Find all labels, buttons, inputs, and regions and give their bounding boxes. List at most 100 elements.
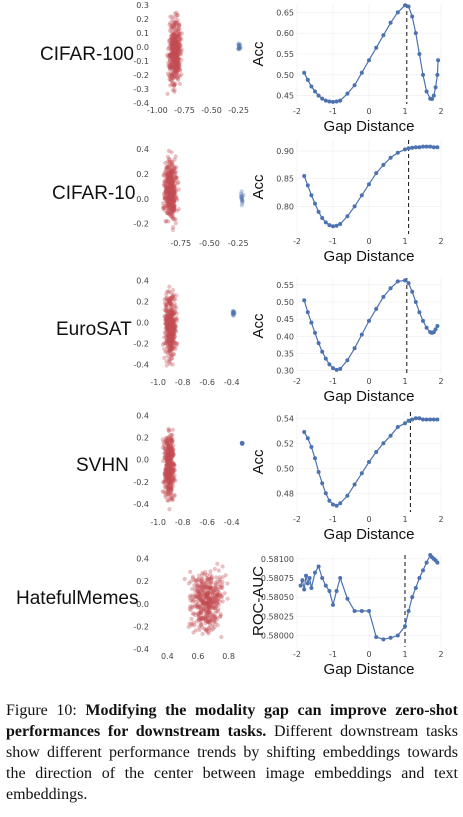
scatter-point xyxy=(173,30,178,35)
scatter-cifar-10: 0.40.20.0-0.2-0.75 -0.50 -0.25 xyxy=(133,143,249,248)
scatter-point xyxy=(231,309,236,315)
scatter-point xyxy=(168,313,173,318)
scatter-point xyxy=(200,631,205,636)
scatter-point xyxy=(163,180,168,185)
scatter-point xyxy=(169,323,174,329)
scatter-point xyxy=(162,196,167,201)
scatter-point xyxy=(167,358,172,363)
scatter-point xyxy=(174,10,179,15)
scatter-point xyxy=(206,586,211,591)
scatter-point xyxy=(166,323,171,328)
scatter-point xyxy=(174,39,180,44)
scatter-point xyxy=(166,460,171,465)
scatter-point xyxy=(169,308,174,313)
scatter-point xyxy=(166,458,171,463)
scatter-point xyxy=(173,68,178,74)
data-point xyxy=(359,471,364,476)
scatter-point xyxy=(164,218,169,224)
y-tick-label: -0.2 xyxy=(133,220,149,229)
data-point xyxy=(320,481,325,486)
scatter-point xyxy=(169,310,174,316)
scatter-point xyxy=(167,454,172,459)
scatter-point xyxy=(165,497,170,503)
scatter-point xyxy=(169,184,174,189)
scatter-point xyxy=(167,439,172,444)
scatter-point xyxy=(209,599,215,604)
scatter-point xyxy=(167,63,173,68)
scatter-point xyxy=(194,593,199,599)
scatter-point xyxy=(210,606,216,611)
scatter-point xyxy=(168,451,174,456)
scatter-point xyxy=(165,165,170,170)
scatter-point xyxy=(175,45,180,51)
scatter-point xyxy=(198,604,203,609)
scatter-point xyxy=(166,450,172,455)
scatter-point xyxy=(170,176,175,182)
scatter-point xyxy=(172,463,177,468)
scatter-point xyxy=(174,208,179,213)
x-tick-label: 0.8 xyxy=(222,652,235,661)
scatter-point xyxy=(169,302,174,307)
scatter-point xyxy=(164,304,169,309)
scatter-point xyxy=(172,48,177,53)
scatter-point xyxy=(168,311,174,316)
scatter-point xyxy=(163,453,168,458)
scatter-point xyxy=(170,334,175,339)
scatter-point xyxy=(168,70,173,76)
scatter-point xyxy=(166,200,171,206)
scatter-point xyxy=(203,578,208,583)
scatter-point xyxy=(173,178,178,183)
scatter-point xyxy=(211,626,216,631)
x-tick-label: 0.4 xyxy=(161,652,174,661)
scatter-point xyxy=(187,606,192,611)
scatter-point xyxy=(163,318,168,323)
scatter-point xyxy=(163,450,168,455)
scatter-point xyxy=(168,452,174,457)
scatter-point xyxy=(171,51,176,56)
scatter-point xyxy=(171,31,176,36)
scatter-point xyxy=(208,586,213,591)
scatter-point xyxy=(169,194,174,199)
scatter-point xyxy=(173,36,178,41)
scatter-point xyxy=(240,195,245,200)
scatter-point xyxy=(168,190,173,195)
scatter-point xyxy=(192,586,198,591)
scatter-point xyxy=(174,39,179,45)
scatter-point xyxy=(193,612,198,618)
scatter-point xyxy=(172,325,177,331)
scatter-point xyxy=(164,359,169,364)
scatter-point xyxy=(171,214,176,219)
x-tick-label: 1 xyxy=(402,377,407,386)
scatter-point xyxy=(168,340,174,345)
scatter-point xyxy=(172,65,178,70)
scatter-point xyxy=(167,65,172,70)
scatter-point xyxy=(172,23,177,28)
scatter-point xyxy=(162,479,167,485)
data-point xyxy=(320,576,325,580)
scatter-point xyxy=(170,498,175,503)
scatter-point xyxy=(169,205,174,210)
scatter-point xyxy=(165,462,170,467)
data-point xyxy=(304,573,308,578)
scatter-point xyxy=(171,38,176,43)
scatter-point xyxy=(167,298,172,304)
scatter-point xyxy=(177,74,182,79)
scatter-point xyxy=(166,444,171,449)
scatter-point xyxy=(171,462,176,467)
scatter-point xyxy=(171,49,176,54)
scatter-point xyxy=(163,314,168,320)
scatter-point xyxy=(216,568,221,573)
data-point xyxy=(302,298,307,303)
scatter-point xyxy=(212,605,217,611)
scatter-point xyxy=(171,318,176,323)
scatter-point xyxy=(166,481,171,486)
y-axis-label: Acc xyxy=(250,313,267,339)
scatter-point xyxy=(168,484,173,489)
scatter-point xyxy=(166,202,172,207)
scatter-point xyxy=(173,39,178,45)
scatter-point xyxy=(230,311,236,316)
scatter-point xyxy=(174,66,179,71)
scatter-point xyxy=(167,459,172,464)
scatter-point xyxy=(172,204,177,210)
scatter-point xyxy=(172,39,178,44)
